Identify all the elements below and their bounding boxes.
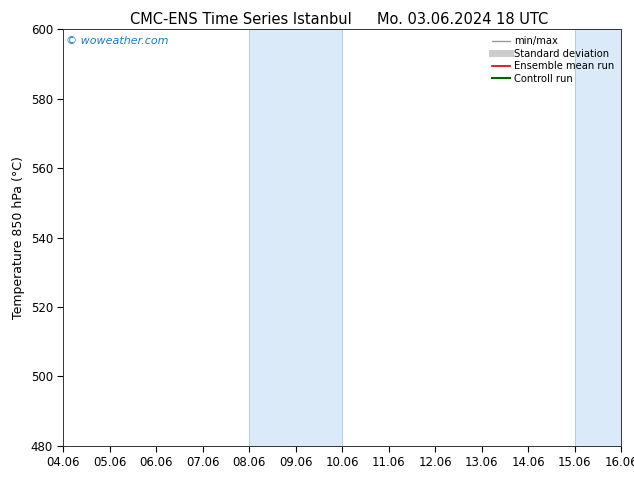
Text: © woweather.com: © woweather.com xyxy=(66,36,169,46)
Bar xyxy=(575,29,624,446)
Text: Mo. 03.06.2024 18 UTC: Mo. 03.06.2024 18 UTC xyxy=(377,12,548,27)
Text: CMC-ENS Time Series Istanbul: CMC-ENS Time Series Istanbul xyxy=(130,12,352,27)
Bar xyxy=(249,29,342,446)
Legend: min/max, Standard deviation, Ensemble mean run, Controll run: min/max, Standard deviation, Ensemble me… xyxy=(488,32,618,88)
Y-axis label: Temperature 850 hPa (°C): Temperature 850 hPa (°C) xyxy=(12,156,25,319)
